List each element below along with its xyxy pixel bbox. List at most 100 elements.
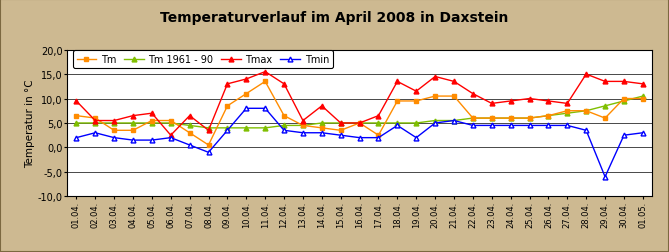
- Tmax: [223, 83, 231, 86]
- Tm: [450, 95, 458, 98]
- Tmin: [242, 107, 250, 110]
- Line: Tmin: Tmin: [74, 106, 646, 179]
- Tmin: [393, 124, 401, 128]
- Tm: [261, 81, 269, 84]
- Tmin: [167, 137, 175, 140]
- Tm 1961 - 90: [129, 122, 137, 125]
- Tmin: [488, 124, 496, 128]
- Tmin: [72, 137, 80, 140]
- Tmax: [205, 129, 213, 132]
- Tmin: [375, 137, 383, 140]
- Tm 1961 - 90: [167, 122, 175, 125]
- Tmax: [488, 103, 496, 106]
- Tmax: [148, 112, 156, 115]
- Tmax: [242, 78, 250, 81]
- Tm: [337, 129, 345, 132]
- Tm: [299, 124, 307, 128]
- Tm: [601, 117, 609, 120]
- Tm: [280, 115, 288, 118]
- Tm 1961 - 90: [450, 119, 458, 122]
- Tmax: [545, 100, 553, 103]
- Tm 1961 - 90: [72, 122, 80, 125]
- Tm: [563, 110, 571, 113]
- Tm 1961 - 90: [185, 124, 193, 128]
- Tmin: [261, 107, 269, 110]
- Tm 1961 - 90: [469, 117, 477, 120]
- Tm 1961 - 90: [356, 122, 364, 125]
- Tmax: [506, 100, 514, 103]
- Tm 1961 - 90: [280, 124, 288, 128]
- Tmax: [393, 81, 401, 84]
- Tm 1961 - 90: [148, 122, 156, 125]
- Tm: [620, 98, 628, 101]
- Tm: [148, 119, 156, 122]
- Tmax: [431, 76, 439, 79]
- Tmin: [129, 139, 137, 142]
- Tmax: [563, 103, 571, 106]
- Tm: [318, 127, 326, 130]
- Tmax: [299, 119, 307, 122]
- Tm 1961 - 90: [620, 100, 628, 103]
- Tmax: [280, 83, 288, 86]
- Tmax: [185, 115, 193, 118]
- Tm: [167, 119, 175, 122]
- Tmax: [129, 115, 137, 118]
- Tm 1961 - 90: [563, 112, 571, 115]
- Tm: [488, 117, 496, 120]
- Tmax: [375, 115, 383, 118]
- Tm: [506, 117, 514, 120]
- Tmin: [185, 144, 193, 147]
- Tm 1961 - 90: [545, 115, 553, 118]
- Tm: [242, 93, 250, 96]
- Tm 1961 - 90: [205, 127, 213, 130]
- Tm: [110, 129, 118, 132]
- Tm: [356, 122, 364, 125]
- Tm 1961 - 90: [318, 122, 326, 125]
- Tmax: [318, 105, 326, 108]
- Tm: [185, 132, 193, 135]
- Tmin: [620, 134, 628, 137]
- Tm 1961 - 90: [337, 122, 345, 125]
- Tm: [412, 100, 420, 103]
- Tmax: [91, 119, 99, 122]
- Tmax: [167, 134, 175, 137]
- Tm 1961 - 90: [526, 117, 534, 120]
- Text: Temperaturverlauf im April 2008 in Daxstein: Temperaturverlauf im April 2008 in Daxst…: [161, 11, 508, 25]
- Tmin: [601, 176, 609, 179]
- Tmax: [356, 122, 364, 125]
- Tm 1961 - 90: [393, 122, 401, 125]
- Tmin: [356, 137, 364, 140]
- Tm 1961 - 90: [506, 117, 514, 120]
- Tmax: [72, 100, 80, 103]
- Tm 1961 - 90: [261, 127, 269, 130]
- Tmin: [506, 124, 514, 128]
- Tm 1961 - 90: [582, 110, 590, 113]
- Tm: [72, 115, 80, 118]
- Tmin: [431, 122, 439, 125]
- Tmin: [450, 119, 458, 122]
- Tmax: [110, 119, 118, 122]
- Tm 1961 - 90: [242, 127, 250, 130]
- Tmin: [337, 134, 345, 137]
- Tm: [91, 117, 99, 120]
- Tmax: [450, 81, 458, 84]
- Tm 1961 - 90: [375, 122, 383, 125]
- Tm 1961 - 90: [639, 95, 647, 98]
- Tm 1961 - 90: [412, 122, 420, 125]
- Tmin: [299, 132, 307, 135]
- Y-axis label: Temperatur in °C: Temperatur in °C: [25, 79, 35, 168]
- Tm 1961 - 90: [601, 105, 609, 108]
- Tmax: [601, 81, 609, 84]
- Tmax: [469, 93, 477, 96]
- Line: Tmax: Tmax: [74, 70, 646, 138]
- Line: Tm 1961 - 90: Tm 1961 - 90: [74, 94, 646, 131]
- Tm: [639, 98, 647, 101]
- Tm: [469, 117, 477, 120]
- Tmax: [620, 81, 628, 84]
- Tm: [223, 105, 231, 108]
- Tmin: [545, 124, 553, 128]
- Tm 1961 - 90: [223, 127, 231, 130]
- Tmin: [280, 129, 288, 132]
- Tm: [545, 115, 553, 118]
- Tmin: [563, 124, 571, 128]
